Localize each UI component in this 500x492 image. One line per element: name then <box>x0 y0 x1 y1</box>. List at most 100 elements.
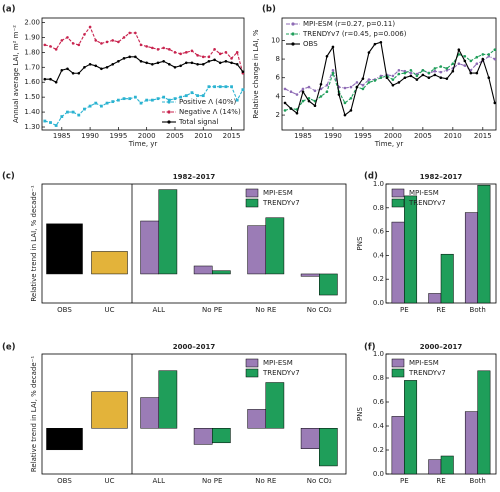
point <box>493 101 497 105</box>
x-tick-label: 1990 <box>81 132 99 140</box>
bar <box>140 220 159 275</box>
x-tick-label: No CO₂ <box>307 306 332 314</box>
point <box>49 45 52 48</box>
point <box>301 87 305 91</box>
point <box>373 42 377 46</box>
point <box>83 65 86 69</box>
panel-label: (c) <box>2 172 15 182</box>
point <box>207 55 211 59</box>
y-tick-label: 0.4 <box>373 251 385 259</box>
x-tick-label: No RE <box>255 306 276 314</box>
x-tick-label: 1985 <box>294 132 312 140</box>
point <box>397 72 401 76</box>
point <box>415 74 419 78</box>
bar <box>404 380 418 475</box>
point <box>379 40 383 44</box>
point <box>134 55 137 59</box>
x-tick-label: PE <box>400 306 409 314</box>
point <box>71 110 75 114</box>
point <box>403 71 407 75</box>
legend-label: TRENDYv7 <box>262 199 300 207</box>
legend-swatch <box>245 368 259 378</box>
bar <box>477 370 491 475</box>
point <box>355 85 359 89</box>
bar <box>46 223 83 275</box>
bar <box>91 251 128 275</box>
point <box>457 62 461 66</box>
x-tick-label: No PE <box>202 306 222 314</box>
legend-swatch <box>391 368 405 378</box>
y-tick-label: 0.6 <box>373 228 385 236</box>
x-tick-label: 2015 <box>223 132 241 140</box>
point <box>207 85 211 89</box>
x-tick-label: RE <box>436 306 445 314</box>
panel-title: 2000–2017 <box>173 343 216 351</box>
panel-label: (a) <box>2 5 16 15</box>
legend-swatch <box>391 198 405 208</box>
point <box>307 99 311 103</box>
point <box>105 65 109 69</box>
point <box>319 95 323 98</box>
point <box>173 97 177 101</box>
y-tick-label: 1.70 <box>24 63 40 71</box>
y-axis-label: Annual average LAI, m² m⁻² <box>12 25 20 123</box>
point <box>343 86 347 90</box>
bar <box>440 253 454 304</box>
point <box>111 62 115 66</box>
point <box>391 78 395 81</box>
point <box>241 70 245 74</box>
point <box>213 48 216 51</box>
point <box>469 71 473 75</box>
point <box>385 76 389 80</box>
point <box>196 54 199 57</box>
point <box>173 65 177 69</box>
point <box>179 95 183 99</box>
point <box>475 62 479 66</box>
point <box>487 54 491 58</box>
bar <box>46 428 83 451</box>
point <box>201 94 205 98</box>
point <box>493 57 497 61</box>
point <box>451 69 455 73</box>
legend-marker <box>167 100 171 104</box>
legend-label: MPI-ESM <box>409 359 439 367</box>
point <box>307 85 311 89</box>
y-tick-label: 0.0 <box>373 299 384 307</box>
panel-label: (b) <box>262 5 276 15</box>
point <box>235 62 239 66</box>
point <box>122 97 126 101</box>
point <box>235 98 239 102</box>
y-tick-label: 0.2 <box>373 446 384 454</box>
bar <box>212 270 231 275</box>
point <box>457 48 461 52</box>
x-tick-label: No CO₂ <box>307 477 332 485</box>
point <box>469 59 473 63</box>
y-tick-label: 4 <box>276 92 281 100</box>
point <box>433 69 437 73</box>
point <box>88 104 92 108</box>
series-line <box>44 25 244 74</box>
point <box>213 85 216 89</box>
point <box>289 107 293 110</box>
y-tick-label: 0.0 <box>373 470 384 478</box>
point <box>150 98 154 102</box>
bar <box>319 273 338 296</box>
point <box>94 39 98 42</box>
point <box>168 62 171 66</box>
point <box>283 87 287 91</box>
y-tick-label: 6 <box>276 74 281 82</box>
bar <box>265 382 285 429</box>
legend-label: Negative Λ (14%) <box>179 108 241 116</box>
panel-title: 2000–2017 <box>420 343 463 351</box>
point <box>361 87 365 91</box>
point <box>190 91 194 95</box>
bar <box>440 455 454 475</box>
y-tick-label: 1.40 <box>24 108 40 116</box>
point <box>122 57 126 60</box>
point <box>367 78 371 81</box>
point <box>184 51 188 54</box>
x-tick-label: ALL <box>152 477 165 485</box>
y-axis-label: Relative trend in LAI, % decade⁻¹ <box>30 356 38 473</box>
point <box>207 60 211 63</box>
point <box>224 51 228 54</box>
